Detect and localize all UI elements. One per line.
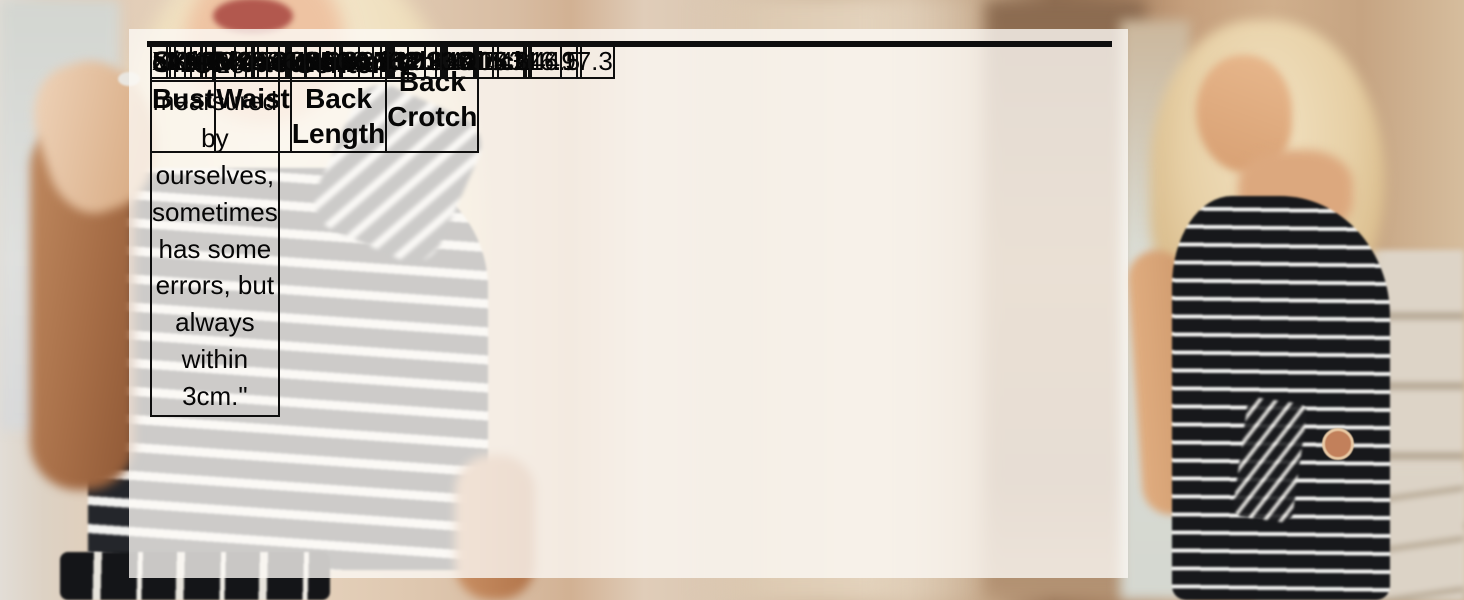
measurement-disclaimer-note: "Size mearsured by ourselves, sometimes … [150, 43, 280, 418]
value-cell: 13.3 [476, 44, 532, 79]
value-cell: 44 [529, 44, 563, 79]
value-cell: 33.9 [424, 44, 479, 79]
value-cell: 91.5 [318, 44, 374, 79]
value-cell: 17.3 [560, 44, 615, 79]
left-model-lips [213, 0, 293, 34]
right-model-striped-romper [1172, 196, 1390, 600]
wrist-watch [1322, 428, 1354, 460]
value-cell: 36.0 [371, 44, 427, 79]
size-chart-table: Size Measurement Bust Waist Center Back … [147, 41, 1112, 418]
